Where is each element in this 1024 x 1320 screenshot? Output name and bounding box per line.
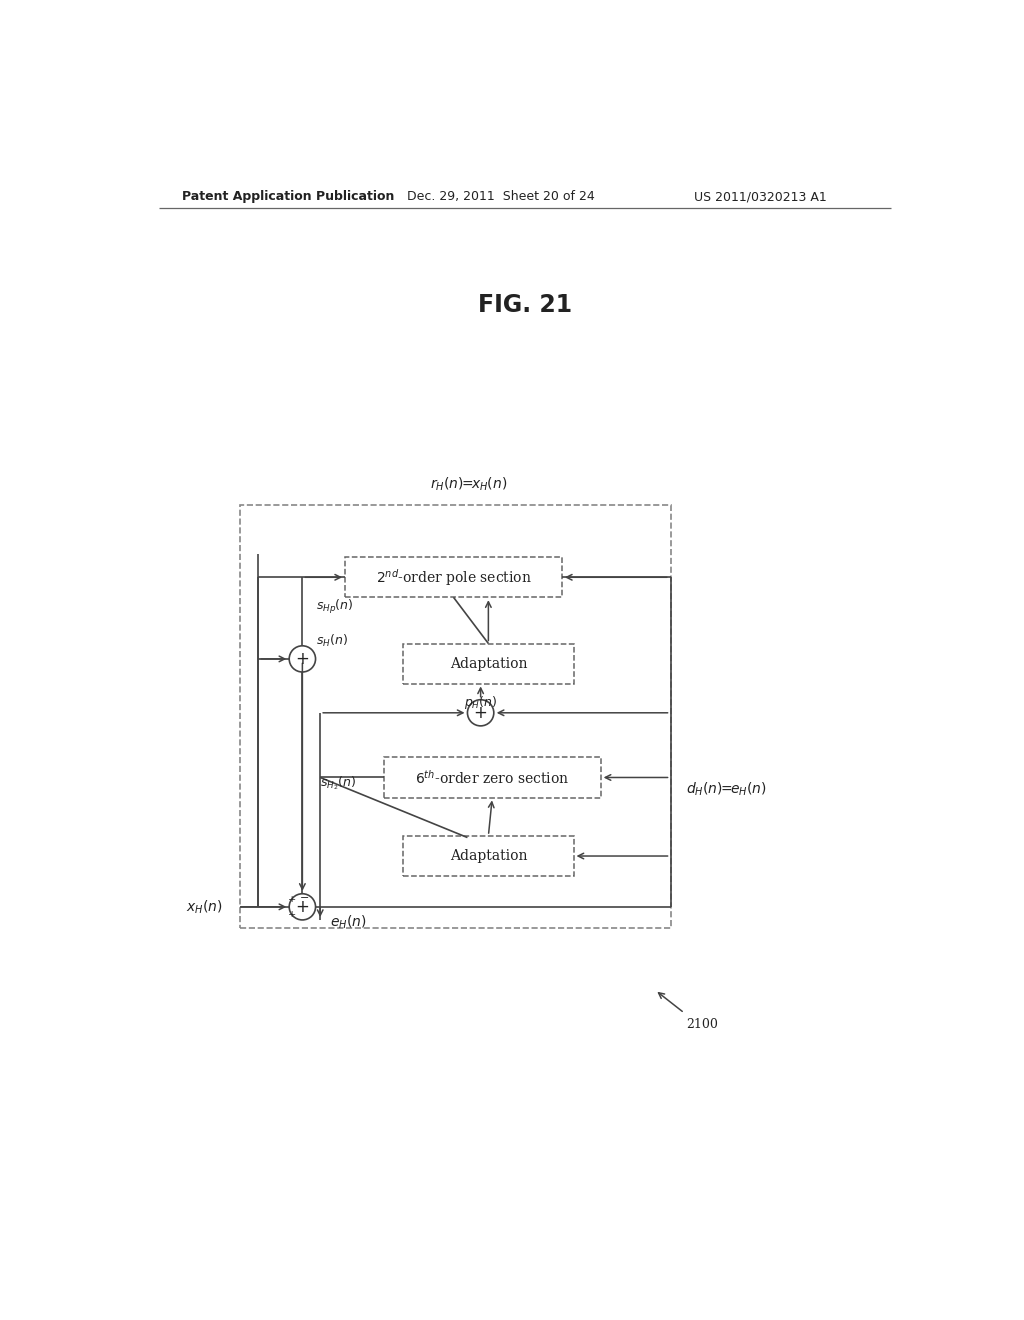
Text: $6^{th}$-order zero section: $6^{th}$-order zero section xyxy=(415,768,569,787)
Text: 2100: 2100 xyxy=(686,1018,718,1031)
Circle shape xyxy=(467,700,494,726)
Bar xyxy=(403,836,573,876)
Text: $r_H(n)\!\!=\!\!x_H(n)$: $r_H(n)\!\!=\!\!x_H(n)$ xyxy=(430,475,508,492)
Text: +: + xyxy=(288,895,296,904)
Circle shape xyxy=(289,645,315,672)
Text: +: + xyxy=(288,909,296,919)
Text: Dec. 29, 2011  Sheet 20 of 24: Dec. 29, 2011 Sheet 20 of 24 xyxy=(407,190,595,203)
Text: +: + xyxy=(296,898,309,916)
Text: $s_{H_2}(n)$: $s_{H_2}(n)$ xyxy=(321,775,356,792)
Bar xyxy=(241,506,671,928)
Text: FIG. 21: FIG. 21 xyxy=(478,293,571,317)
Circle shape xyxy=(289,894,315,920)
Text: +: + xyxy=(474,704,487,722)
Text: $d_H(n)\!\!=\!\!e_H(n)$: $d_H(n)\!\!=\!\!e_H(n)$ xyxy=(686,781,767,799)
Text: +: + xyxy=(296,649,309,668)
Text: −: − xyxy=(300,894,309,903)
Text: Adaptation: Adaptation xyxy=(450,656,527,671)
Text: $e_H(n)$: $e_H(n)$ xyxy=(330,913,367,931)
Text: $2^{nd}$-order pole section: $2^{nd}$-order pole section xyxy=(376,566,531,587)
Bar xyxy=(345,557,562,598)
Text: US 2011/0320213 A1: US 2011/0320213 A1 xyxy=(693,190,826,203)
Text: $p_H(n)$: $p_H(n)$ xyxy=(464,693,498,710)
Text: Patent Application Publication: Patent Application Publication xyxy=(182,190,394,203)
Bar xyxy=(403,644,573,684)
Text: $x_H(n)$: $x_H(n)$ xyxy=(186,898,223,916)
Text: Adaptation: Adaptation xyxy=(450,849,527,863)
Bar xyxy=(384,758,601,797)
Text: $s_{Hp}(n)$: $s_{Hp}(n)$ xyxy=(315,598,353,615)
Text: $s_H(n)$: $s_H(n)$ xyxy=(315,634,347,649)
